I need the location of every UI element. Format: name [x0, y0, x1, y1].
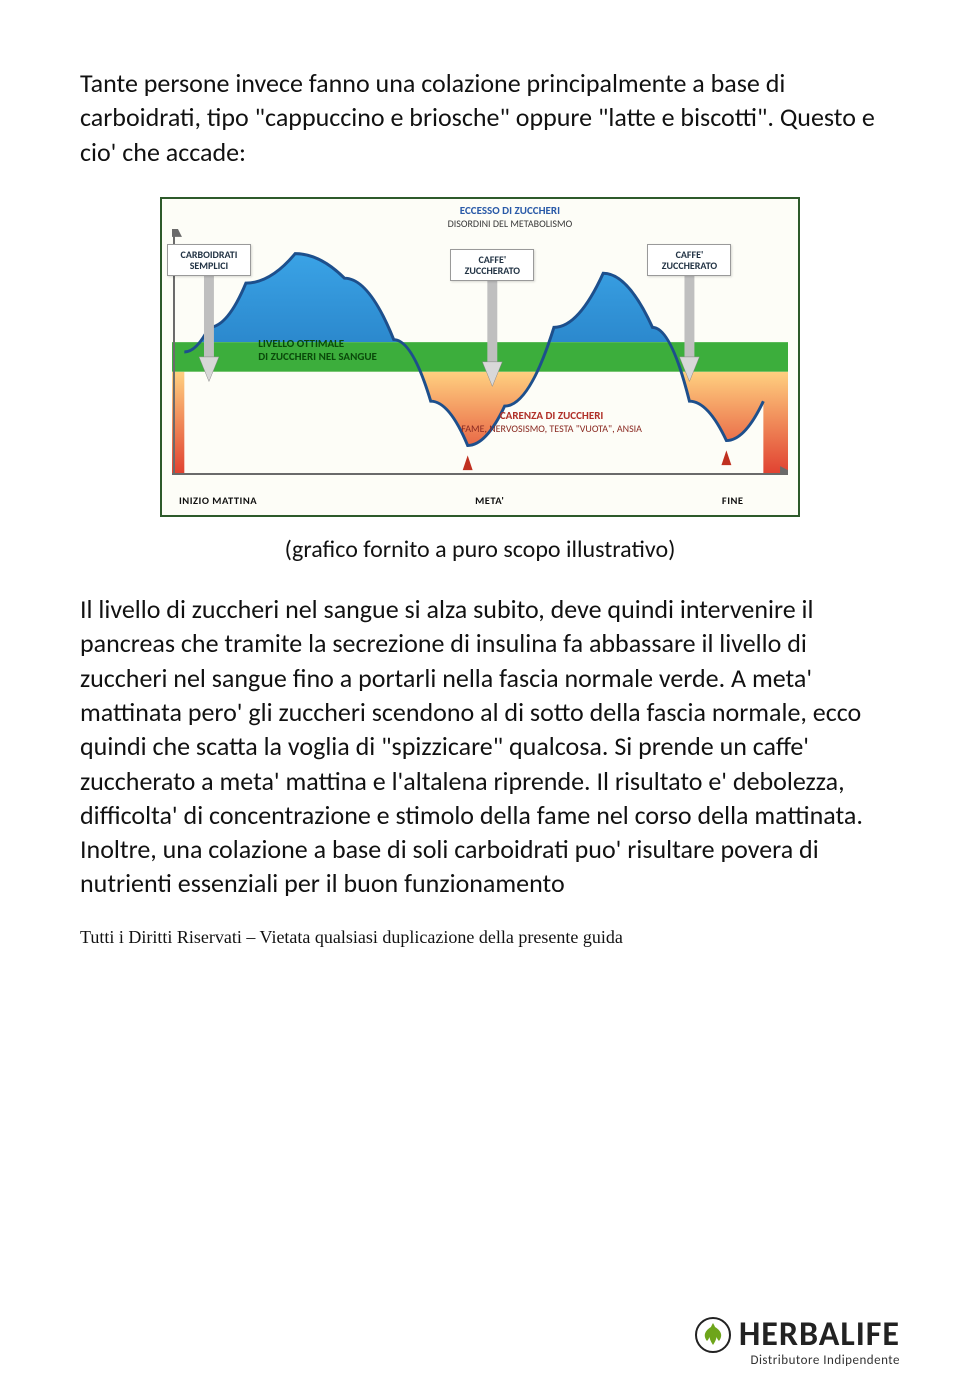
- chart-frame: ECCESSO DI ZUCCHERIDISORDINI DEL METABOL…: [160, 197, 800, 517]
- chart-plot-area: ECCESSO DI ZUCCHERIDISORDINI DEL METABOL…: [172, 229, 788, 475]
- brand-name: HERBALIFE: [739, 1314, 900, 1355]
- brand-block: HERBALIFE Distributore Indipendente: [693, 1314, 900, 1368]
- chart-xaxis-label: INIZIO MATTINA: [179, 494, 257, 507]
- chart-caption: (grafico fornito a puro scopo illustrati…: [80, 535, 880, 564]
- chart-xaxis-label: FINE: [722, 494, 744, 507]
- chart-top-label: ECCESSO DI ZUCCHERIDISORDINI DEL METABOL…: [400, 205, 620, 229]
- document-page: Tante persone invece fanno una colazione…: [0, 0, 960, 1388]
- brand-subtitle: Distributore Indipendente: [693, 1353, 900, 1368]
- intro-paragraph: Tante persone invece fanno una colazione…: [80, 66, 880, 169]
- blood-sugar-chart: ECCESSO DI ZUCCHERIDISORDINI DEL METABOL…: [160, 197, 800, 517]
- herbalife-logo-icon: [693, 1315, 733, 1355]
- rights-line: Tutti i Diritti Riservati – Vietata qual…: [80, 927, 880, 948]
- chart-xaxis-label: META': [475, 494, 504, 507]
- main-paragraph: Il livello di zuccheri nel sangue si alz…: [80, 592, 880, 901]
